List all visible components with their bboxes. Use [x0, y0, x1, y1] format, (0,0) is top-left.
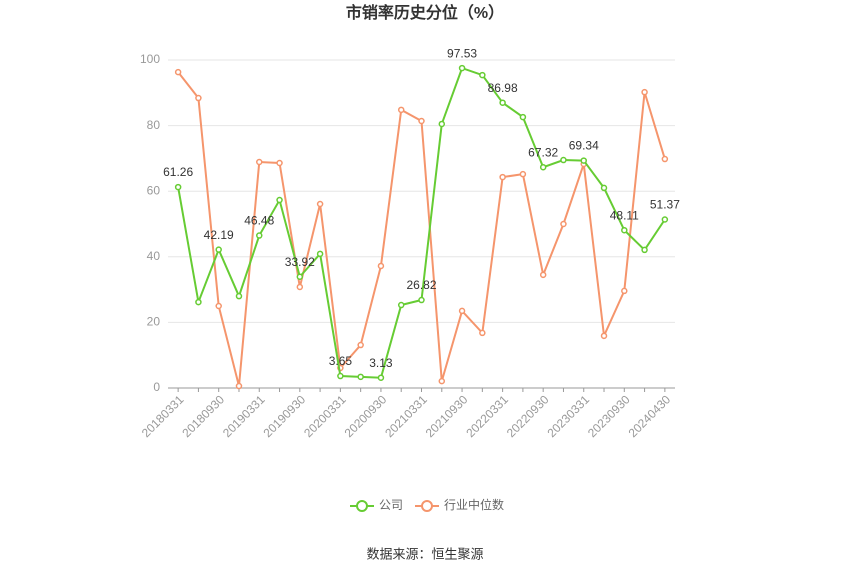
- x-tick-label: 20200331: [301, 392, 349, 440]
- point: [661, 155, 669, 163]
- point: [357, 373, 364, 381]
- point: [397, 106, 405, 114]
- point: [539, 163, 547, 171]
- point: [276, 159, 283, 167]
- data-label: 3.65: [329, 354, 353, 368]
- point: [316, 200, 324, 208]
- point: [438, 120, 446, 128]
- point: [560, 220, 567, 228]
- y-tick-label: 40: [147, 249, 161, 263]
- chart-title: 市销率历史分位（%）: [346, 3, 504, 22]
- point: [337, 372, 344, 380]
- y-tick-label: 100: [140, 52, 160, 66]
- point: [519, 170, 527, 178]
- point: [418, 296, 425, 304]
- x-tick-label: 20200930: [342, 392, 390, 440]
- x-tick-label: 20240430: [626, 392, 674, 440]
- x-tick-label: 20210331: [382, 392, 430, 440]
- point: [215, 302, 222, 310]
- point: [479, 329, 486, 337]
- point: [600, 332, 608, 340]
- point: [499, 99, 506, 106]
- data-label: 33.92: [285, 255, 315, 269]
- point: [499, 173, 506, 181]
- y-tick-label: 20: [147, 315, 161, 329]
- point: [276, 196, 283, 204]
- x-tick-label: 20190930: [261, 392, 309, 440]
- x-tick-label: 20180331: [139, 392, 187, 440]
- data-label: 86.98: [488, 81, 518, 95]
- data-label: 69.34: [569, 139, 599, 153]
- y-tick-label: 60: [147, 183, 161, 197]
- legend-label: 行业中位数: [444, 497, 504, 512]
- data-label: 42.19: [204, 228, 234, 242]
- point: [195, 298, 202, 306]
- point: [377, 262, 385, 270]
- x-tick-label: 20230331: [544, 392, 592, 440]
- data-label: 51.37: [650, 198, 680, 212]
- data-label: 48.11: [610, 208, 639, 222]
- data-label: 46.48: [244, 214, 274, 228]
- point: [418, 117, 425, 125]
- point: [195, 94, 202, 102]
- point: [235, 382, 243, 390]
- y-tick-label: 0: [153, 380, 160, 394]
- x-tick-label: 20230930: [585, 392, 633, 440]
- point: [357, 341, 364, 349]
- y-tick-label: 80: [147, 118, 161, 132]
- data-label: 3.13: [369, 356, 393, 370]
- point: [296, 283, 304, 291]
- point: [519, 113, 527, 121]
- point: [174, 68, 182, 76]
- point: [296, 273, 304, 280]
- point: [174, 183, 182, 191]
- point: [641, 246, 648, 254]
- legend-marker: [356, 500, 368, 512]
- data-label: 61.26: [163, 165, 193, 179]
- x-tick-label: 20210930: [423, 392, 471, 440]
- point: [560, 156, 567, 164]
- point: [479, 71, 486, 79]
- point: [235, 292, 243, 300]
- point: [539, 271, 547, 279]
- point: [458, 64, 466, 72]
- point: [256, 232, 263, 239]
- point: [377, 374, 385, 381]
- x-tick-label: 20220331: [463, 392, 511, 440]
- point: [621, 287, 628, 295]
- point: [458, 307, 466, 315]
- x-tick-label: 20220930: [504, 392, 552, 440]
- legend-marker: [421, 500, 433, 512]
- point: [600, 184, 608, 192]
- x-tick-label: 20190331: [220, 392, 268, 440]
- legend-label: 公司: [379, 498, 403, 512]
- data-label: 26.82: [406, 278, 436, 292]
- point: [256, 158, 263, 166]
- data-label: 67.32: [528, 145, 558, 159]
- x-tick-label: 20180930: [179, 392, 227, 440]
- point: [641, 88, 648, 96]
- source: 数据来源：恒生聚源: [366, 546, 483, 561]
- point: [215, 246, 222, 253]
- point: [621, 226, 628, 234]
- point: [438, 377, 446, 385]
- point: [316, 250, 324, 258]
- point: [661, 216, 669, 223]
- data-label: 97.53: [447, 46, 477, 60]
- point: [580, 157, 587, 164]
- point: [397, 301, 405, 309]
